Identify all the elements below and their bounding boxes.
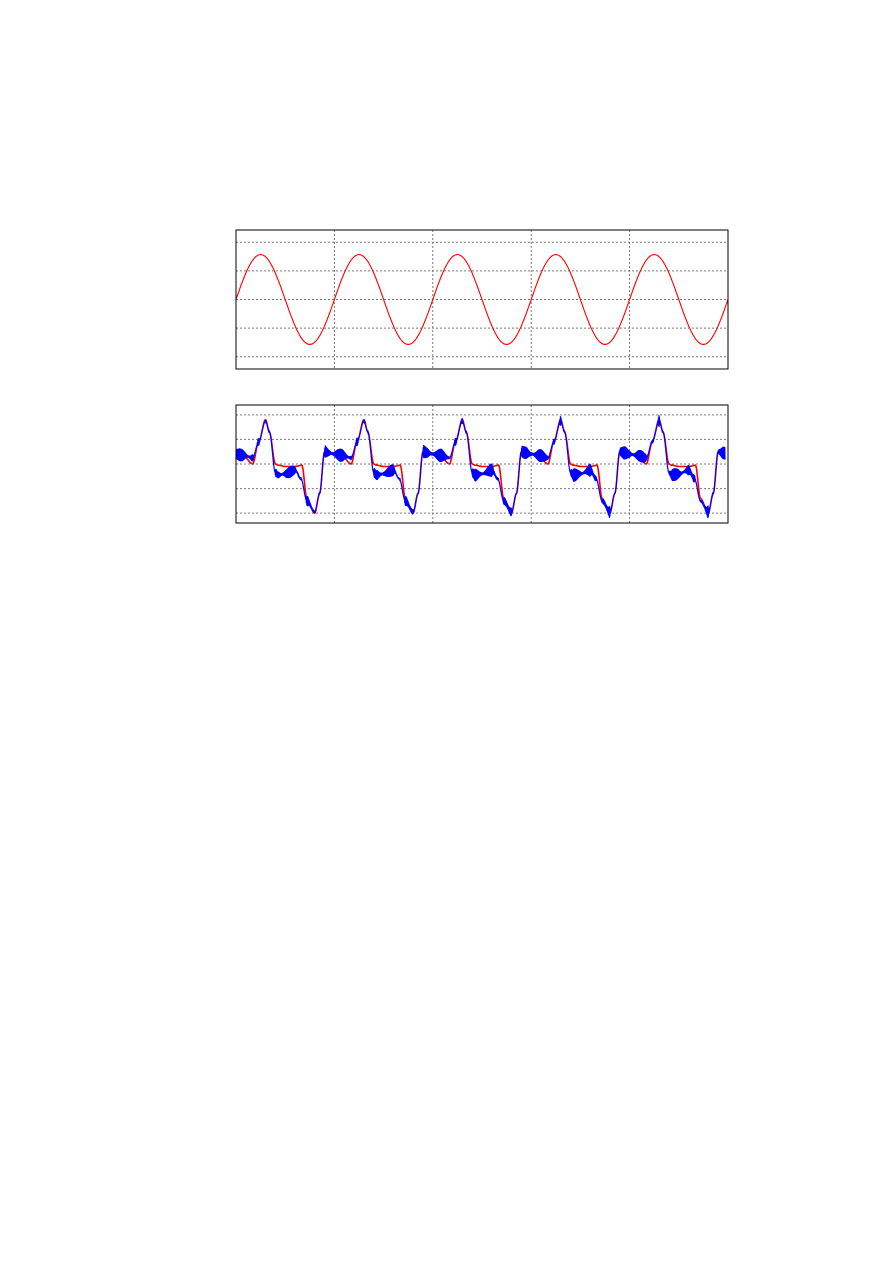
series-line-reference xyxy=(235,418,725,515)
series-line-sine xyxy=(235,254,729,345)
series-line-measured xyxy=(235,415,726,519)
plot-frame xyxy=(235,229,729,370)
plot-frame xyxy=(235,404,729,524)
panel-top-sine xyxy=(235,229,729,370)
panel-bottom-waveform xyxy=(235,404,729,524)
